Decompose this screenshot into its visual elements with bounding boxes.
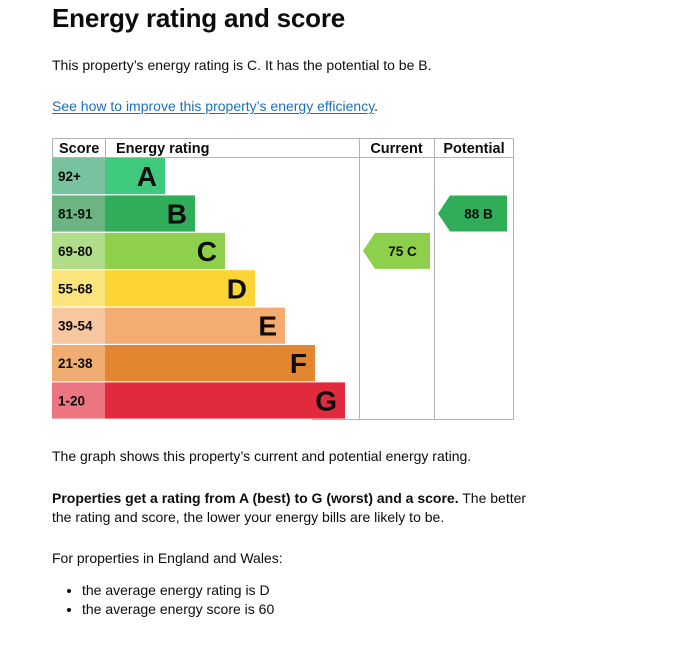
rating-summary: This property’s energy rating is C. It h… (52, 57, 432, 73)
rating-bar-e (105, 307, 285, 344)
graph-caption: The graph shows this property’s current … (52, 448, 472, 464)
potential-rating-arrow (438, 195, 507, 232)
energy-rating-chart: Score Energy rating Current Potential 92+ A 8… (52, 138, 514, 420)
rating-letter-c: C (197, 236, 217, 267)
score-cell-a (52, 158, 105, 195)
potential-rating-label: 88 B (464, 207, 493, 222)
rating-bar-a (105, 158, 165, 195)
rating-explanation: Properties get a rating from A (best) to… (52, 489, 532, 527)
rating-bar-b (105, 195, 195, 232)
score-cell-e (52, 307, 105, 344)
rating-letter-e: E (258, 311, 277, 342)
chart-grid (52, 138, 514, 420)
rating-letter-f: F (290, 348, 307, 379)
averages-list: the average energy rating is D the avera… (52, 581, 274, 619)
improve-efficiency-link-wrapper: See how to improve this property’s energ… (52, 98, 379, 114)
chart-arrows: 75 C 88 B (363, 195, 507, 269)
header-current: Current (370, 141, 423, 157)
score-range-g: 1-20 (58, 394, 85, 409)
rating-bar-d (105, 270, 255, 307)
score-range-c: 69-80 (58, 244, 93, 259)
score-range-a: 92+ (58, 169, 81, 184)
chart-headers: Score Energy rating Current Potential (59, 141, 505, 157)
score-cell-g (52, 382, 105, 419)
score-cell-d (52, 270, 105, 307)
score-range-e: 39-54 (58, 319, 93, 334)
current-rating-arrow (363, 232, 430, 269)
score-range-d: 55-68 (58, 281, 93, 296)
rating-bar-g (105, 382, 345, 419)
score-cell-f (52, 345, 105, 382)
score-range-b: 81-91 (58, 207, 93, 222)
rating-letter-d: D (227, 273, 247, 304)
rating-explanation-bold: Properties get a rating from A (best) to… (52, 490, 459, 506)
score-range-f: 21-38 (58, 356, 93, 371)
header-score: Score (59, 141, 99, 157)
chart-bands: 92+ A 81-91 B 69-80 C 55-68 D 39-54 E 21-38 F 1-20 G (52, 158, 345, 419)
rating-letter-g: G (315, 386, 337, 417)
rating-explanation-rest: The better the rating and score, the low… (52, 490, 527, 525)
improve-efficiency-link[interactable]: See how to improve this property’s energ… (52, 98, 375, 114)
region-intro: For properties in England and Wales: (52, 550, 283, 566)
rating-letter-b: B (167, 199, 187, 230)
average-rating-item: the average energy rating is D (82, 581, 274, 600)
average-score-item: the average energy score is 60 (82, 600, 274, 619)
header-energy-rating: Energy rating (116, 141, 209, 157)
current-rating-label: 75 C (388, 244, 417, 259)
score-cell-c (52, 232, 105, 269)
rating-letter-a: A (137, 161, 157, 192)
page-title: Energy rating and score (52, 3, 346, 33)
score-cell-b (52, 195, 105, 232)
header-potential: Potential (443, 141, 504, 157)
rating-bar-c (105, 232, 225, 269)
rating-bar-f (105, 345, 315, 382)
